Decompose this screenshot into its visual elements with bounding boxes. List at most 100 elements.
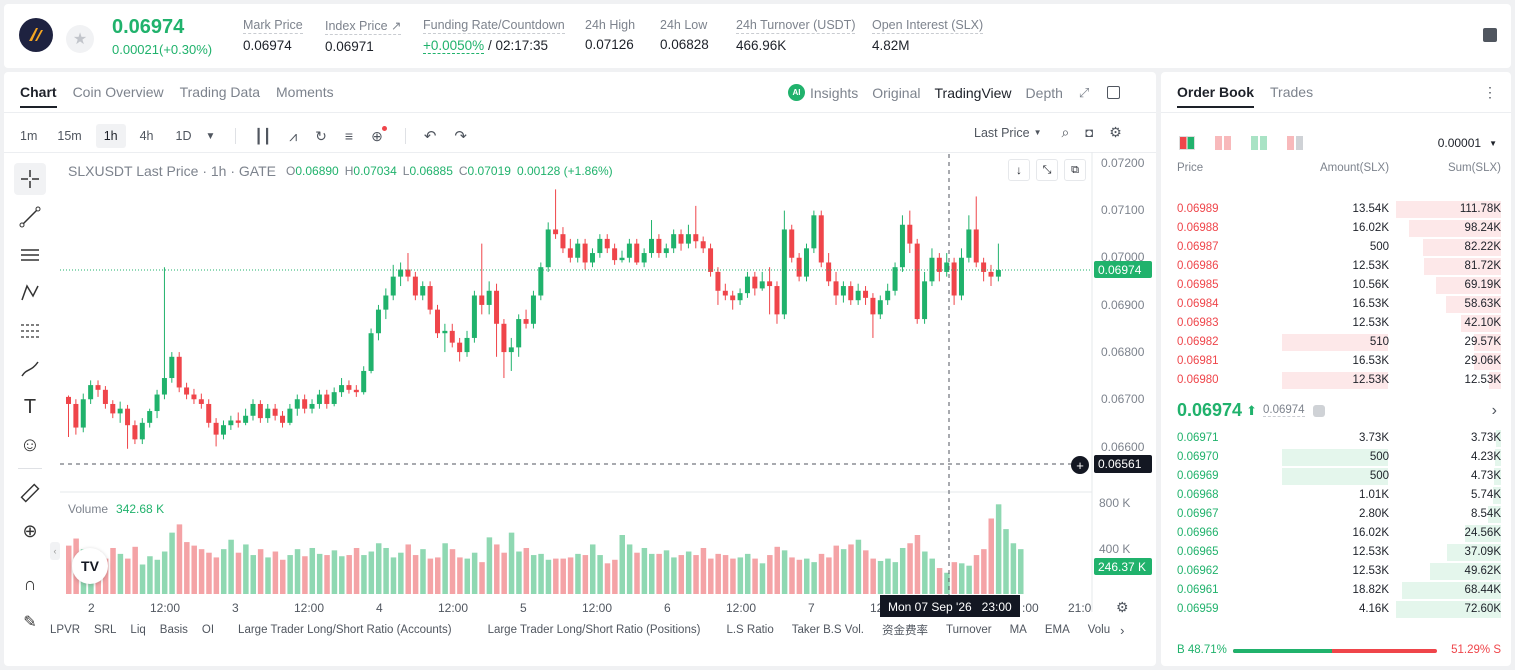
indicator-basis[interactable]: Basis [159, 624, 188, 636]
indicator-lpvr[interactable]: LPVR [50, 624, 81, 636]
view-tradingview[interactable]: TradingView [934, 84, 1012, 101]
tab-moments[interactable]: Moments [276, 84, 334, 100]
timeframe-dropdown-icon[interactable]: ▼ [205, 130, 216, 142]
fib-tool-icon[interactable] [14, 315, 46, 347]
stat-funding-rate[interactable]: Funding Rate/Countdown +0.0050% / 02:17:… [423, 18, 565, 54]
add-alert-icon[interactable]: + [1071, 456, 1089, 474]
candlestick-chart[interactable] [4, 72, 1156, 666]
indicator-lt-positions[interactable]: Large Trader Long/Short Ratio (Positions… [487, 624, 701, 636]
collapse-pane-icon[interactable]: ⤡ [1036, 159, 1058, 181]
ask-row[interactable]: 0.06985 10.56K 69.19K [1177, 276, 1501, 295]
window-mode-icon[interactable] [1107, 86, 1121, 99]
tab-coin-overview[interactable]: Coin Overview [72, 84, 164, 100]
exchange-logo[interactable] [19, 18, 53, 52]
expand-arrow-icon[interactable]: › [1491, 402, 1497, 419]
tab-trading-data[interactable]: Trading Data [179, 84, 261, 100]
tab-trades[interactable]: Trades [1270, 84, 1314, 100]
layout-asks-icon[interactable] [1215, 136, 1231, 150]
templates-icon[interactable]: ≡ [344, 128, 354, 144]
bid-row[interactable]: 0.06970 500 4.23K [1177, 448, 1501, 467]
more-options-icon[interactable]: ⋮ [1483, 84, 1497, 100]
indicator-funding-rate[interactable]: 资金费率 [881, 625, 928, 637]
text-tool-icon[interactable]: T [23, 395, 37, 418]
trend-line-tool-icon[interactable] [14, 201, 46, 233]
ask-row[interactable]: 0.06986 12.53K 81.72K [1177, 257, 1501, 276]
view-depth[interactable]: Depth [1025, 84, 1063, 101]
timeframe-15m[interactable]: 15m [57, 129, 82, 143]
indicators-icon[interactable]: ⩘ [289, 127, 298, 144]
timeframe-4h[interactable]: 4h [139, 129, 154, 143]
indicator-taker-vol[interactable]: Taker B.S Vol. [791, 624, 864, 636]
layout-both-icon[interactable] [1179, 136, 1195, 150]
candle-type-icon[interactable]: ┃┃ [254, 127, 272, 144]
favorite-star-icon[interactable]: ★ [66, 25, 94, 53]
last-price-dropdown-icon[interactable]: ▼ [1033, 128, 1042, 137]
bid-row[interactable]: 0.06968 1.01K 5.74K [1177, 486, 1501, 505]
camera-icon[interactable]: ◘ [1085, 125, 1094, 140]
bid-row[interactable]: 0.06965 12.53K 37.09K [1177, 543, 1501, 562]
bid-row[interactable]: 0.06969 500 4.73K [1177, 467, 1501, 486]
view-insights[interactable]: Insights [810, 84, 859, 101]
bid-row[interactable]: 0.06962 12.53K 49.62K [1177, 562, 1501, 581]
layout-alt-icon[interactable] [1287, 136, 1303, 150]
indicator-lt-accounts[interactable]: Large Trader Long/Short Ratio (Accounts) [238, 624, 452, 636]
chart-symbol[interactable]: SLXUSDT Last Price · 1h · GATE [68, 163, 276, 179]
pattern-tool-icon[interactable] [14, 277, 46, 309]
timeframe-1h[interactable]: 1h [95, 124, 126, 148]
bid-row[interactable]: 0.06966 16.02K 24.56K [1177, 524, 1501, 543]
ruler-tool-icon[interactable] [14, 477, 46, 509]
undo-icon[interactable]: ↶ [423, 128, 437, 145]
settings-gear-icon[interactable]: ⚙ [1109, 124, 1122, 140]
search-icon[interactable]: ⌕ [1061, 124, 1070, 140]
indicator-volume[interactable]: Volu [1087, 624, 1111, 636]
fullscreen-icon[interactable]: ⤢ [1078, 84, 1090, 100]
last-price-select[interactable]: Last Price [974, 125, 1030, 140]
precision-select[interactable]: 0.00001 ▼ [1438, 136, 1497, 150]
ask-row[interactable]: 0.06987 500 82.22K [1177, 238, 1501, 257]
chart-settings-icon[interactable]: ⚙ [1116, 599, 1129, 615]
horizontal-lines-tool-icon[interactable] [14, 239, 46, 271]
timeframe-1m[interactable]: 1m [20, 129, 38, 143]
indicator-ma[interactable]: MA [1009, 624, 1027, 636]
add-indicator-icon[interactable]: ⊕ [371, 125, 387, 145]
bid-row[interactable]: 0.06971 3.73K 3.73K [1177, 429, 1501, 448]
bid-row[interactable]: 0.06959 4.16K 72.60K [1177, 600, 1501, 619]
ask-row[interactable]: 0.06982 510 29.57K [1177, 333, 1501, 352]
layout-bids-icon[interactable] [1251, 136, 1267, 150]
view-original[interactable]: Original [872, 84, 921, 101]
indicator-ema[interactable]: EMA [1044, 624, 1070, 636]
collapse-left-icon[interactable]: ‹ [50, 542, 60, 560]
indicator-srl[interactable]: SRL [94, 624, 117, 636]
crosshair-tool-icon[interactable] [14, 163, 46, 195]
redo-icon[interactable]: ↷ [454, 128, 467, 145]
scroll-down-icon[interactable]: ↓ [1008, 159, 1030, 181]
restore-pane-icon[interactable]: ⧉ [1064, 159, 1086, 181]
mid-price[interactable]: 0.06974 ⬆ 0.06974 [1177, 400, 1325, 421]
ask-row[interactable]: 0.06988 16.02K 98.24K [1177, 219, 1501, 238]
zoom-tool-icon[interactable]: ⊕ [22, 520, 38, 541]
tab-chart[interactable]: Chart [20, 84, 57, 108]
indicator-oi[interactable]: OI [201, 624, 215, 636]
indicator-liq[interactable]: Liq [130, 624, 146, 636]
tab-order-book[interactable]: Order Book [1177, 84, 1255, 108]
tradingview-logo-icon[interactable]: TV [72, 548, 108, 584]
compare-icon[interactable]: ↻ [315, 127, 327, 144]
brush-tool-icon[interactable] [14, 353, 46, 385]
ask-row[interactable]: 0.06989 13.54K 111.78K [1177, 200, 1501, 219]
emoji-tool-icon[interactable]: ☺ [19, 433, 41, 456]
indicators-next-icon[interactable]: › [1120, 622, 1125, 638]
ask-row[interactable]: 0.06980 12.53K 12.53K [1177, 371, 1501, 390]
ask-row[interactable]: 0.06983 12.53K 42.10K [1177, 314, 1501, 333]
bid-row[interactable]: 0.06967 2.80K 8.54K [1177, 505, 1501, 524]
bid-row[interactable]: 0.06961 18.82K 68.44K [1177, 581, 1501, 600]
ask-row[interactable]: 0.06981 16.53K 29.06K [1177, 352, 1501, 371]
indicator-turnover[interactable]: Turnover [945, 624, 992, 636]
row-amount: 10.56K [1352, 279, 1389, 291]
ask-row[interactable]: 0.06984 16.53K 58.63K [1177, 295, 1501, 314]
timeframe-1d[interactable]: 1D [175, 129, 192, 143]
stat-index-price[interactable]: Index Price ↗ 0.06971 [325, 19, 402, 54]
edit-tool-icon[interactable]: ✎ [23, 614, 37, 631]
magnet-tool-icon[interactable]: ∩ [23, 573, 37, 594]
notes-icon[interactable] [1483, 28, 1497, 42]
indicator-ls-ratio[interactable]: L.S Ratio [726, 624, 774, 636]
